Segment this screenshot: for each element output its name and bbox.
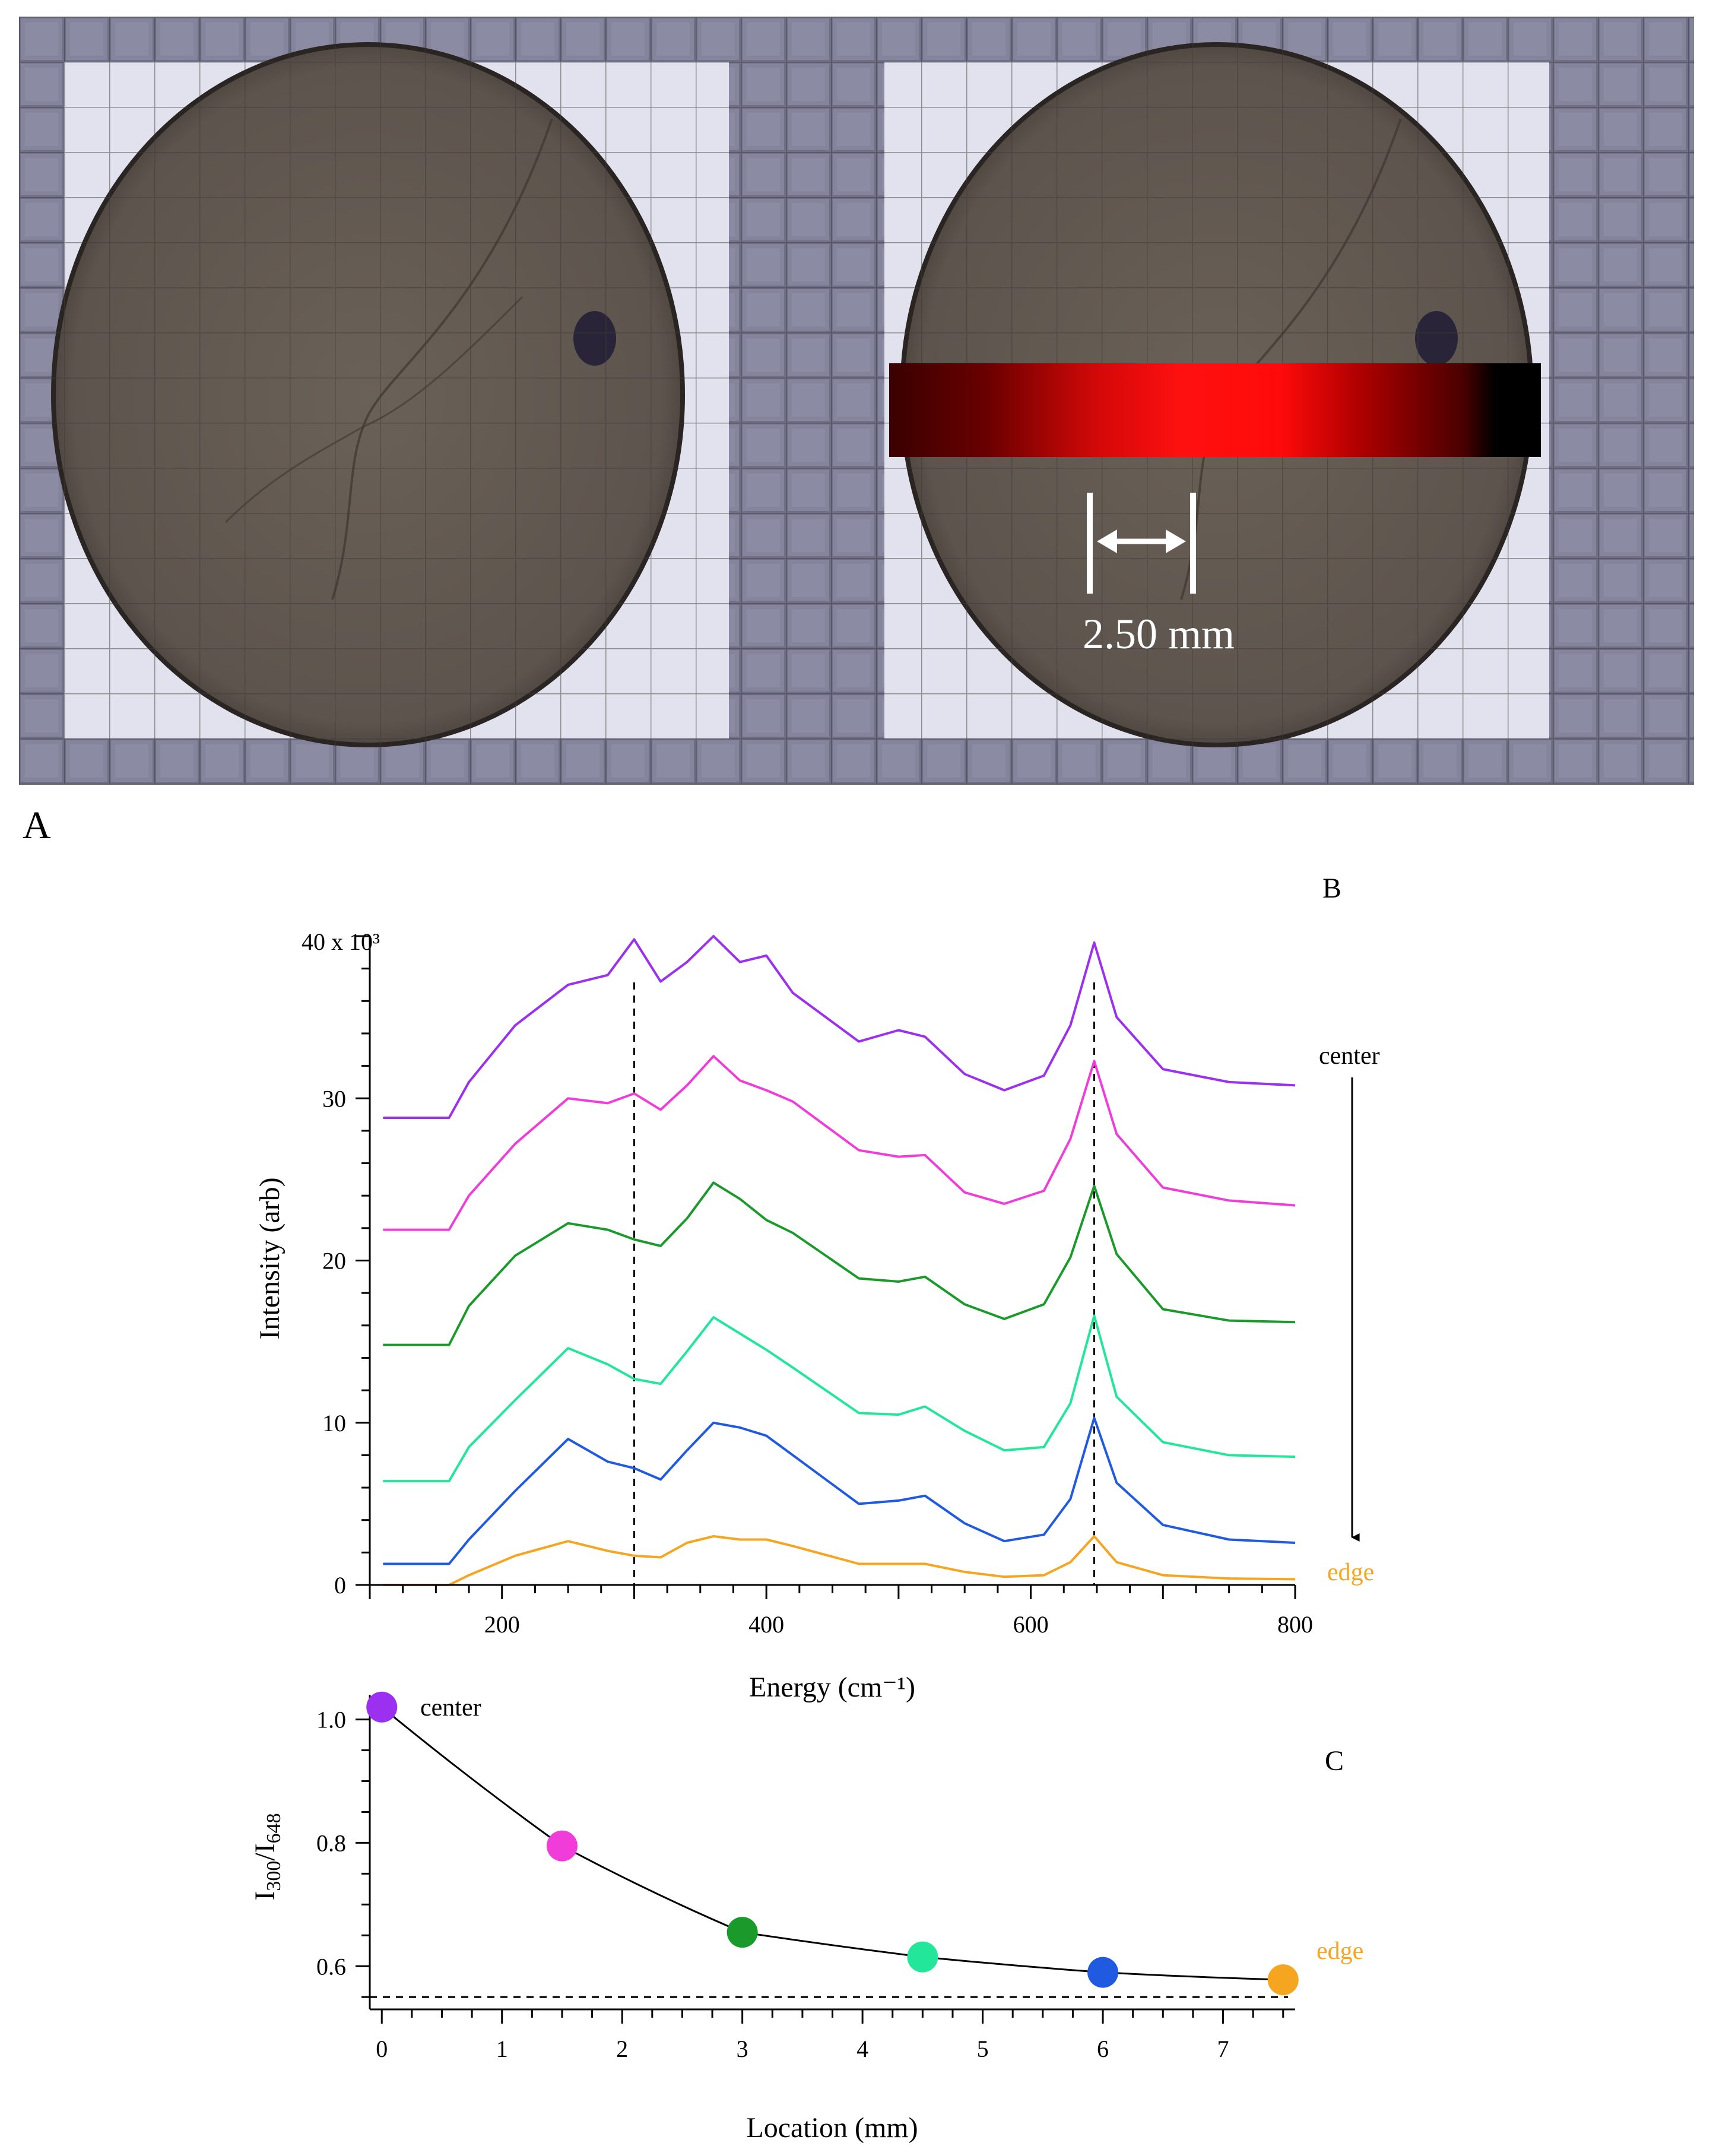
scale-bar-arrowhead-right	[1166, 530, 1186, 553]
panel-c: C 0.6 0.8 1.0 0 1 2 3 4 5 6 7 center edge Locatio…	[249, 1691, 1363, 2144]
ratio-connecting-line	[381, 1706, 1283, 1981]
ratio-point-3	[907, 1941, 938, 1973]
reference-lines	[633, 982, 1095, 1585]
spectrum-line-5	[383, 1535, 1296, 1586]
c-x-tick-label: 5	[977, 2035, 989, 2062]
panel-a: 2.50 mm A	[19, 17, 1694, 847]
spectrum-line-4	[383, 1416, 1296, 1565]
y-tick-label: 0	[334, 1572, 346, 1599]
c-y-title-sub1: 300	[263, 1861, 285, 1891]
x-tick-label: 800	[1277, 1611, 1313, 1638]
c-edge-annotation: edge	[1317, 1938, 1363, 1965]
x-tick-label: 400	[748, 1611, 784, 1638]
x-tick-label: 600	[1013, 1611, 1049, 1638]
spectra-series	[383, 935, 1296, 1586]
c-x-tick-label: 2	[616, 2035, 628, 2062]
c-center-annotation: center	[420, 1694, 481, 1721]
y-tick-label: 20	[322, 1248, 346, 1274]
c-y-ticks: 0.6 0.8 1.0	[316, 1707, 370, 1998]
spectrum-line-2	[383, 1181, 1296, 1346]
y-tick-label: 30	[322, 1085, 346, 1112]
c-x-tick-label: 6	[1097, 2035, 1109, 2062]
c-y-tick-label: 1.0	[316, 1707, 346, 1733]
ratio-point-4	[1087, 1957, 1119, 1988]
c-x-tick-label: 3	[737, 2035, 748, 2062]
ratio-point-0	[366, 1691, 398, 1723]
x-axis-title: Energy (cm⁻¹)	[749, 1672, 915, 1703]
ratio-points	[366, 1691, 1299, 1996]
spectrum-line-0	[383, 935, 1296, 1119]
ratio-axes	[369, 1695, 1295, 2011]
spectrum-line-3	[383, 1314, 1296, 1483]
c-x-tick-label: 0	[376, 2035, 388, 2062]
panel-b-label: B	[1322, 873, 1341, 904]
y-top-label: 40 x 10³	[302, 928, 380, 955]
c-y-axis-title: I300/I648	[249, 1813, 285, 1900]
c-y-title-sep: /I	[249, 1843, 281, 1860]
c-y-title-sub2: 648	[263, 1813, 285, 1843]
y-axis-title: Intensity (arb)	[254, 1177, 286, 1339]
c-x-axis-title: Location (mm)	[746, 2112, 918, 2144]
scale-bar-arrowhead-left	[1097, 530, 1117, 553]
panel-a-label: A	[23, 804, 51, 847]
c-y-tick-label: 0.8	[316, 1830, 346, 1856]
ratio-point-1	[546, 1830, 578, 1862]
c-x-tick-label: 4	[856, 2035, 868, 2062]
c-y-tick-label: 0.6	[316, 1953, 346, 1980]
panel-b: B 0 10 20 30 200 400 600 800 40 x 10³ Energy (…	[254, 873, 1380, 1703]
panel-c-label: C	[1325, 1745, 1344, 1777]
ratio-point-5	[1267, 1964, 1299, 1996]
scale-bar-label: 2.50 mm	[1083, 610, 1235, 658]
y-tick-label: 10	[322, 1410, 346, 1437]
scale-bar: 2.50 mm	[1083, 493, 1235, 658]
y-ticks: 0 10 20 30	[322, 935, 370, 1599]
c-x-tick-label: 7	[1217, 2035, 1229, 2062]
c-y-title-main: I	[249, 1891, 281, 1901]
center-annotation: center	[1319, 1042, 1380, 1070]
c-x-ticks: 0 1 2 3 4 5 6 7	[376, 2009, 1284, 2062]
spectrum-line-1	[383, 1055, 1296, 1231]
ratio-point-2	[727, 1917, 758, 1948]
x-ticks: 200 400 600 800	[369, 1585, 1313, 1638]
edge-annotation: edge	[1327, 1559, 1374, 1586]
intensity-map-bar	[889, 363, 1541, 457]
x-tick-label: 200	[484, 1611, 520, 1638]
c-x-tick-label: 1	[496, 2035, 508, 2062]
y-top-label-text: 40 x 10³	[302, 928, 380, 955]
